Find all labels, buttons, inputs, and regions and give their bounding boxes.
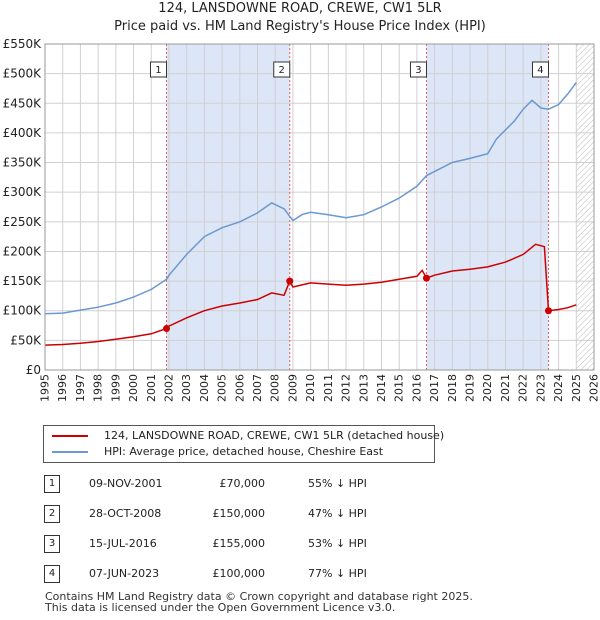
sale-label-box: [273, 61, 291, 78]
y-tick-label: £100K: [3, 304, 43, 318]
x-tick-label: 1996: [56, 374, 69, 402]
sale-label-text: 4: [537, 65, 543, 76]
x-tick-label: 2002: [162, 374, 175, 402]
footer-licence: This data is licensed under the Open Gov…: [45, 601, 396, 614]
x-tick-label: 2022: [517, 374, 530, 402]
x-tick-label: 2000: [127, 374, 140, 402]
sale-label-text: 1: [155, 65, 161, 76]
sale-point: [162, 325, 170, 333]
sale-number: 1: [44, 475, 60, 493]
y-tick-label: £500K: [3, 67, 43, 81]
sale-price: £70,000: [219, 477, 266, 490]
sale-price: £155,000: [212, 537, 266, 550]
x-tick-label: 2014: [375, 374, 388, 402]
property-price-line: [44, 243, 577, 346]
footer: Contains HM Land Registry data © Crown c…: [45, 591, 473, 613]
sale-number: 2: [44, 505, 60, 523]
sale-row: 1 09-NOV-2001 £70,000 55% ↓ HPI: [40, 474, 440, 494]
x-tick-label: 2019: [464, 374, 477, 402]
y-tick-label: £0: [26, 363, 41, 377]
sale-label-box: [409, 61, 427, 78]
sale-label-box: [531, 61, 549, 78]
x-tick-label: 2006: [233, 374, 246, 402]
chart-subtitle: Price paid vs. HM Land Registry's House …: [114, 19, 486, 34]
x-tick-label: 2005: [216, 374, 229, 402]
legend-label-hpi: HPI: Average price, detached house, Ches…: [104, 445, 384, 458]
sale-point: [286, 277, 294, 285]
legend-swatch-hpi: [52, 451, 88, 453]
sale-row: 3 15-JUL-2016 £155,000 53% ↓ HPI: [40, 534, 440, 554]
x-tick-label: 2007: [251, 374, 264, 402]
sale-date: 07-JUN-2023: [89, 567, 160, 580]
sale-date: 28-OCT-2008: [89, 507, 162, 520]
x-tick-label: 2025: [570, 374, 583, 402]
x-tick-label: 2021: [499, 374, 512, 402]
sale-number: 3: [44, 535, 60, 553]
sale-hpi-diff: 53% ↓ HPI: [308, 537, 367, 550]
sale-hpi-diff: 55% ↓ HPI: [308, 477, 367, 490]
sale-point: [544, 307, 552, 315]
y-tick-label: £250K: [3, 215, 43, 229]
x-tick-label: 2023: [534, 374, 547, 402]
legend-label-property: 124, LANSDOWNE ROAD, CREWE, CW1 5LR (det…: [104, 429, 445, 442]
x-tick-label: 1997: [74, 374, 87, 402]
y-tick-label: £200K: [3, 244, 43, 258]
x-tick-label: 2013: [357, 374, 370, 402]
y-tick-label: £450K: [3, 96, 43, 110]
y-tick-label: £300K: [3, 185, 43, 199]
sale-row: 4 07-JUN-2023 £100,000 77% ↓ HPI: [40, 564, 440, 584]
legend-item-hpi: HPI: Average price, detached house, Ches…: [52, 445, 383, 459]
x-tick-label: 2003: [180, 374, 193, 402]
x-tick-label: 2012: [340, 374, 353, 402]
sale-label-box: [149, 61, 167, 78]
x-tick-label: 2011: [322, 374, 335, 402]
sale-row: 2 28-OCT-2008 £150,000 47% ↓ HPI: [40, 504, 440, 524]
sale-label-text: 2: [279, 65, 285, 76]
sale-price: £150,000: [212, 507, 266, 520]
price-chart: 1 2 3 4 £0 £50K £100K £150K £200K £250K £300K £350…: [3, 37, 600, 402]
x-tick-label: 1999: [109, 374, 122, 402]
x-tick-label: 2009: [286, 374, 299, 402]
legend-item-property: 124, LANSDOWNE ROAD, CREWE, CW1 5LR (det…: [52, 429, 444, 443]
x-tick-label: 2015: [393, 374, 406, 402]
x-tick-label: 1998: [92, 374, 105, 402]
plot-frame: [44, 43, 595, 371]
forecast-region: [576, 44, 594, 370]
sale-date: 15-JUL-2016: [89, 537, 157, 550]
y-tick-label: £50K: [10, 333, 42, 347]
sale-hpi-diff: 77% ↓ HPI: [308, 567, 367, 580]
x-tick-label: 2004: [198, 374, 211, 402]
sale-price: £100,000: [212, 567, 266, 580]
x-tick-label: 2020: [481, 374, 494, 402]
sale-date: 09-NOV-2001: [89, 477, 163, 490]
y-tick-label: £350K: [3, 156, 43, 170]
shaded-period: [166, 44, 290, 370]
legend-swatch-property: [52, 435, 88, 437]
sale-point: [422, 274, 430, 282]
x-tick-label: 2017: [428, 374, 441, 402]
sale-hpi-diff: 47% ↓ HPI: [308, 507, 367, 520]
y-tick-label: £150K: [3, 274, 43, 288]
y-tick-label: £550K: [3, 37, 43, 51]
y-tick-label: £400K: [3, 126, 43, 140]
x-tick-label: 2024: [552, 374, 565, 402]
chart-title: 124, LANSDOWNE ROAD, CREWE, CW1 5LR: [158, 1, 442, 16]
sale-number: 4: [44, 565, 60, 583]
x-tick-label: 2018: [446, 374, 459, 402]
legend: 124, LANSDOWNE ROAD, CREWE, CW1 5LR (det…: [43, 425, 444, 463]
footer-copyright: Contains HM Land Registry data © Crown c…: [45, 590, 473, 603]
x-tick-label: 1995: [39, 374, 52, 402]
x-tick-label: 2001: [145, 374, 158, 402]
x-tick-label: 2016: [410, 374, 423, 402]
sale-label-text: 3: [415, 65, 421, 76]
hpi-line: [44, 82, 577, 315]
x-tick-label: 2010: [304, 374, 317, 402]
x-tick-label: 2026: [588, 374, 600, 402]
x-tick-label: 2008: [269, 374, 282, 402]
